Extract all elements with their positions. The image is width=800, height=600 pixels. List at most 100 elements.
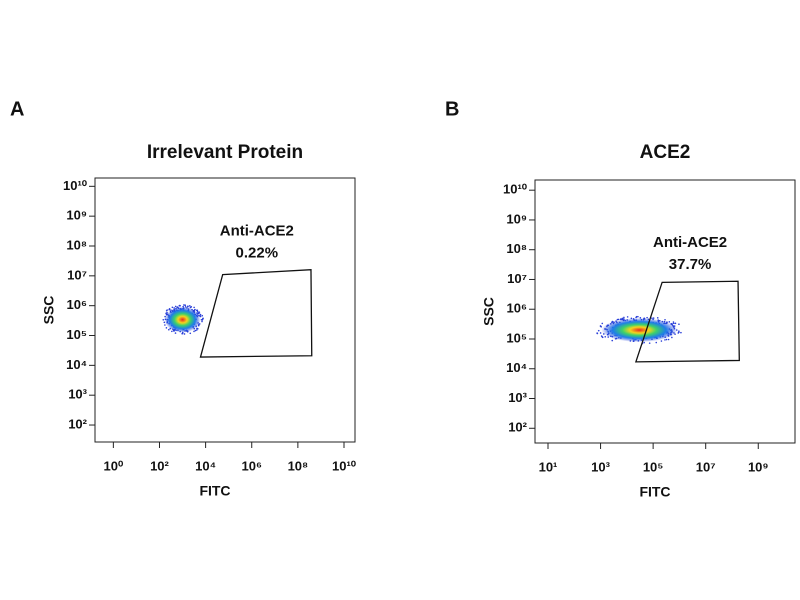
event-dot [599,325,602,328]
event-dot [604,335,607,338]
event-dot [643,341,645,344]
y-tick-label: 10⁴ [506,360,527,375]
event-dot [174,332,177,334]
event-dot [599,332,602,334]
event-dot [188,305,191,307]
y-tick-label: 10⁷ [67,267,87,282]
panel-letter: A [10,98,24,120]
y-tick-label: 10⁶ [67,297,87,312]
event-dot [671,336,673,339]
event-dot [619,318,622,320]
y-tick-label: 10² [68,416,87,431]
event-dot [187,305,189,308]
x-tick-label: 10³ [591,459,610,474]
y-tick-label: 10⁵ [506,330,527,345]
event-dot [664,339,666,341]
x-tick-label: 10⁹ [748,459,769,474]
y-tick-label: 10¹⁰ [503,182,528,197]
event-dot [183,304,185,306]
density [601,318,678,343]
x-tick-label: 10⁴ [195,458,216,473]
gate [199,269,313,358]
event-dot [674,322,677,325]
event-dot [611,339,614,342]
gate-name: Anti-ACE2 [220,223,294,240]
y-tick-label: 10² [508,420,527,435]
y-tick-label: 10⁷ [507,271,527,286]
y-tick-label: 10⁹ [66,208,87,223]
event-dot [648,342,651,344]
y-tick-label: 10⁸ [506,241,527,256]
event-dot [635,316,637,319]
plot-frame [534,179,796,444]
cell-population [162,304,204,335]
event-dot [672,321,675,323]
event-dot [596,332,599,335]
event-dot [651,317,653,319]
event-dot [660,340,663,342]
event-dot [164,324,166,326]
y-axis-label: SSC [481,297,497,326]
y-axis-label: SSC [41,296,57,325]
event-dot [193,306,195,309]
event-dot [196,309,198,312]
event-dot [174,305,177,308]
y-tick-label: 10⁸ [66,237,87,252]
x-tick-label: 10¹ [539,459,558,474]
event-dot [637,315,639,318]
chart-title: Irrelevant Protein [147,142,303,163]
event-dot [626,316,629,318]
event-dot [665,338,668,341]
event-dot [199,313,202,316]
event-dot [183,333,186,335]
event-dot [167,328,170,331]
y-tick-label: 10³ [508,390,527,405]
event-dot [664,318,666,321]
x-tick-label: 10¹⁰ [332,458,357,473]
gate [634,280,740,363]
event-dot [652,317,655,319]
event-dot [201,320,203,323]
event-dot [194,329,197,332]
event-dot [163,321,166,324]
event-dot [600,335,603,337]
chart-title: ACE2 [640,142,691,163]
x-tick-label: 10⁵ [643,459,664,474]
event-dot [162,318,165,321]
event-dot [200,318,203,321]
event-dot [678,330,680,332]
event-dot [193,330,195,333]
event-dot [178,304,181,307]
event-dot [601,336,604,339]
event-dot [201,314,204,317]
x-axis-label: FITC [639,484,670,500]
x-axis-label: FITC [199,483,230,499]
event-dot [601,322,604,325]
y-tick-label: 10⁴ [66,357,87,372]
event-dot [616,318,619,321]
cell-population [596,315,682,345]
event-dot [166,309,168,311]
event-dot [623,316,625,319]
panel-letter: B [445,98,459,120]
event-dot [171,330,173,333]
y-tick-label: 10³ [68,387,87,402]
plot-frame [94,177,356,443]
x-tick-label: 10⁷ [696,459,716,474]
event-dot [655,341,658,344]
gate-percent: 37.7% [669,256,712,273]
event-dot [656,317,659,319]
event-dot [181,332,183,335]
event-dot [646,316,648,319]
event-dot [667,338,670,341]
gate-name: Anti-ACE2 [653,234,727,251]
event-dot [195,329,198,331]
event-dot [202,317,204,320]
density [164,306,201,333]
x-tick-label: 10⁸ [288,458,309,473]
y-tick-label: 10⁵ [66,327,87,342]
event-dot [184,304,186,306]
event-dot [168,308,171,311]
event-dot [621,318,624,320]
